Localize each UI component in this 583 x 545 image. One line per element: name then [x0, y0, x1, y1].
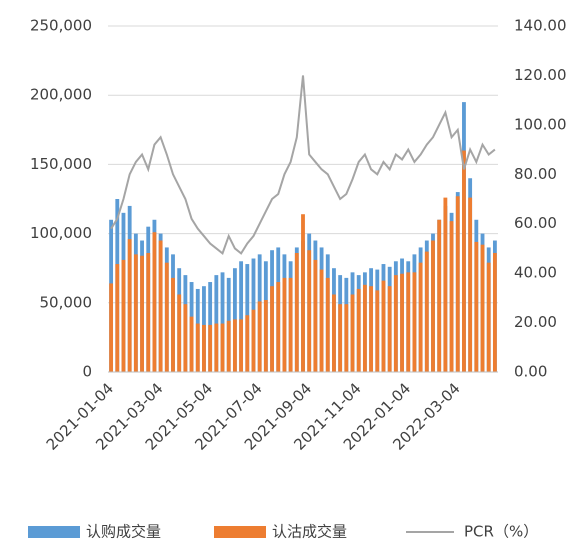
bar	[356, 288, 361, 372]
bar	[226, 320, 231, 372]
bar	[338, 304, 343, 372]
bar	[270, 286, 274, 372]
bar	[202, 324, 206, 372]
bar	[362, 284, 367, 372]
y2-tick-label: 140.00	[514, 17, 567, 35]
bar	[325, 277, 330, 372]
y-tick-label: 250,000	[30, 17, 92, 35]
bar	[400, 273, 404, 372]
bar	[406, 272, 411, 372]
bar	[480, 244, 485, 372]
y2-tick-label: 120.00	[514, 66, 567, 84]
y-tick-label: 200,000	[30, 86, 92, 104]
bar	[468, 197, 473, 372]
bar	[146, 252, 151, 372]
bar	[455, 196, 460, 372]
bar	[239, 261, 244, 372]
bar	[437, 219, 442, 372]
bar	[313, 259, 318, 372]
bar	[431, 240, 435, 372]
bar	[332, 294, 336, 372]
bar	[208, 324, 213, 372]
bar	[263, 300, 268, 372]
bar	[164, 262, 169, 372]
bar	[375, 290, 380, 372]
bar	[344, 304, 349, 372]
bar	[214, 323, 219, 372]
bar	[307, 250, 312, 372]
legend-swatch	[214, 526, 266, 538]
bar	[183, 304, 188, 372]
bar	[239, 319, 244, 372]
bar	[449, 221, 454, 372]
bar	[158, 240, 163, 372]
bar	[127, 239, 132, 372]
bar	[232, 319, 237, 372]
bar	[294, 252, 299, 372]
bar	[412, 272, 417, 372]
legend-label: 认沽成交量	[272, 523, 347, 541]
bar	[492, 252, 497, 372]
bar	[381, 280, 386, 372]
bar	[189, 316, 194, 372]
bar	[288, 277, 293, 372]
bar	[418, 262, 423, 372]
bar	[387, 286, 392, 372]
bar	[319, 269, 324, 372]
bar	[115, 264, 120, 372]
bar	[109, 283, 114, 372]
bar	[424, 251, 429, 372]
bar	[220, 323, 225, 372]
bar	[462, 150, 466, 372]
y2-tick-label: 100.00	[514, 115, 567, 133]
bar	[195, 323, 200, 372]
y2-tick-label: 20.00	[514, 313, 557, 331]
bar	[282, 277, 287, 372]
y2-tick-label: 80.00	[514, 165, 557, 183]
pcr-line	[110, 75, 496, 256]
y-tick-label: 0	[82, 363, 92, 381]
bar	[276, 282, 281, 372]
legend-label: 认购成交量	[86, 523, 161, 541]
y2-tick-label: 40.00	[514, 264, 557, 282]
bar	[140, 255, 144, 372]
bar	[121, 259, 126, 372]
y-tick-label: 150,000	[30, 155, 92, 173]
bar	[369, 286, 374, 372]
y2-tick-label: 0.00	[514, 363, 547, 381]
bar	[301, 214, 305, 372]
y-tick-label: 100,000	[30, 224, 92, 242]
bar	[171, 277, 175, 372]
bar	[220, 272, 225, 372]
bar	[257, 301, 262, 372]
bar	[443, 197, 448, 372]
bar	[393, 275, 398, 372]
bar	[474, 241, 479, 372]
bar	[177, 294, 182, 372]
bar	[486, 262, 491, 372]
y2-tick-label: 60.00	[514, 214, 557, 232]
bar	[152, 232, 157, 372]
bar	[251, 309, 256, 372]
legend-swatch	[28, 526, 80, 538]
bar	[245, 315, 250, 372]
bar	[350, 294, 355, 372]
legend-label: PCR（%）	[464, 523, 538, 541]
y-tick-label: 50,000	[40, 293, 93, 311]
bar	[133, 254, 138, 372]
